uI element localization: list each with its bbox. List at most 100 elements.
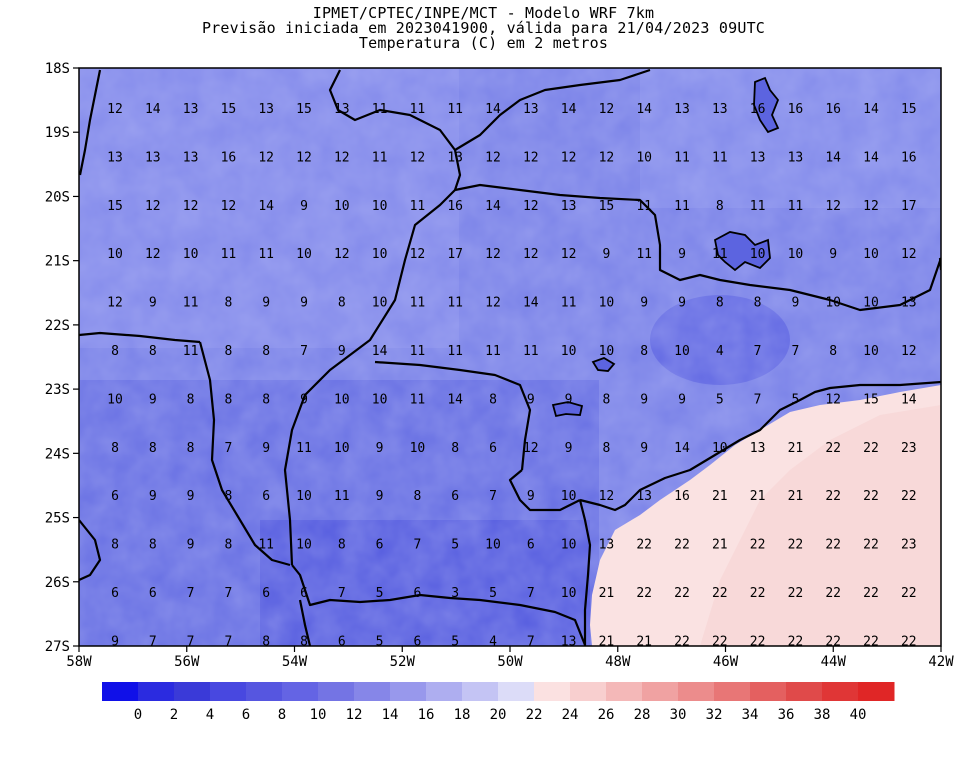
temperature-value: 21 [636,634,652,649]
lake-furnas [713,231,771,272]
temperature-value: 14 [825,150,841,165]
temperature-value: 6 [262,586,270,601]
temperature-values: 12 14 13 15 13 15 13 11 11 11 14 13 14 12 14 13 13 16 16 16… [107,102,917,649]
colorbar-swatch [210,682,247,701]
temperature-value: 12 [523,247,539,262]
x-tick-label: 44W [821,654,847,670]
temperature-value: 12 [599,489,615,504]
temperature-value: 12 [107,296,123,311]
temperature-value: 9 [300,199,308,214]
temperature-value: 22 [788,586,804,601]
temperature-value: 11 [712,247,728,262]
temperature-value: 13 [674,102,690,117]
coastline-sp-rj [579,380,941,512]
temperature-value: 10 [561,344,577,359]
temperature-value: 12 [485,247,501,262]
temperature-value: 12 [410,150,426,165]
temperature-value: 9 [640,441,648,456]
temperature-value: 11 [410,102,426,117]
temperature-value: 14 [145,102,161,117]
x-tick-label: 58W [66,654,92,670]
colorbar-swatch [354,682,391,701]
colorbar-swatch [714,682,751,701]
colorbar-label: 0 [134,707,142,723]
temperature-value: 7 [300,344,308,359]
temperature-value: 10 [863,344,879,359]
temperature-value: 22 [636,538,652,553]
temperature-value: 7 [754,344,762,359]
temperature-value: 11 [788,199,804,214]
temperature-value: 21 [599,634,615,649]
temperature-value: 7 [187,634,195,649]
temperature-value: 9 [262,441,270,456]
temperature-value: 10 [636,150,652,165]
colorbar-swatch [174,682,211,701]
temperature-value: 11 [183,344,199,359]
temperature-value: 6 [527,538,535,553]
colorbar-swatch [102,682,139,701]
colorbar-label: 22 [526,707,543,723]
temperature-value: 14 [674,441,690,456]
temperature-value: 11 [674,199,690,214]
temperature-value: 10 [410,441,426,456]
y-tick-label: 20S [45,189,70,205]
temperature-value: 6 [111,586,119,601]
temperature-value: 21 [788,441,804,456]
temperature-value: 8 [602,392,610,407]
border-paraguay [198,341,291,567]
temperature-value: 11 [258,247,274,262]
temperature-value: 9 [300,296,308,311]
temperature-value: 11 [636,247,652,262]
border-mg-north [454,68,651,151]
temperature-value: 13 [258,102,274,117]
temperature-value: 7 [489,489,497,504]
temperature-value: 22 [825,538,841,553]
temperature-value: 10 [372,199,388,214]
x-tick-label: 46W [713,654,739,670]
temperature-value: 10 [372,247,388,262]
temperature-value: 16 [901,150,917,165]
y-tick-label: 24S [45,446,70,462]
temperature-value: 10 [107,247,123,262]
temperature-value: 17 [447,247,463,262]
border-ms-west [79,331,201,344]
temperature-value: 12 [107,102,123,117]
colorbar-label: 12 [346,707,363,723]
temperature-value: 15 [107,199,123,214]
title-line-2: Previsão iniciada em 2023041900, válida … [201,19,766,37]
temperature-value: 11 [561,296,577,311]
temperature-value: 9 [602,247,610,262]
temperature-value: 13 [750,441,766,456]
temperature-value: 16 [750,102,766,117]
temperature-value: 8 [754,296,762,311]
colorbar: 0 2 4 6 8 10 12 14 16 18 20 22 24 26 28 30 32 34 36 38 40 [102,682,895,723]
temperature-value: 22 [750,586,766,601]
temperature-value: 5 [376,586,384,601]
colorbar-label: 28 [634,707,651,723]
temperature-value: 22 [825,586,841,601]
x-tick-label: 54W [282,654,308,670]
temperature-value: 9 [338,344,346,359]
temperature-value: 21 [712,538,728,553]
temperature-value: 9 [376,441,384,456]
temperature-value: 7 [527,634,535,649]
temperature-value: 13 [447,150,463,165]
x-axis: 58W 56W 54W 52W 50W 48W 46W 44W 42W [66,646,954,670]
temperature-value: 22 [750,538,766,553]
temperature-value: 13 [599,538,615,553]
temperature-value: 5 [489,586,497,601]
y-tick-label: 27S [45,639,70,655]
colorbar-label: 18 [454,707,471,723]
colorbar-swatch [678,682,715,701]
temperature-value: 6 [338,634,346,649]
temperature-value: 14 [901,392,917,407]
temperature-value: 9 [829,247,837,262]
temperature-value: 9 [187,489,195,504]
title-line-1: IPMET/CPTEC/INPE/MCT - Modelo WRF 7km [312,4,655,22]
temperature-value: 8 [716,199,724,214]
temperature-value: 22 [901,489,917,504]
x-tick-label: 52W [390,654,416,670]
temperature-value: 6 [149,586,157,601]
colorbar-label: 10 [310,707,327,723]
